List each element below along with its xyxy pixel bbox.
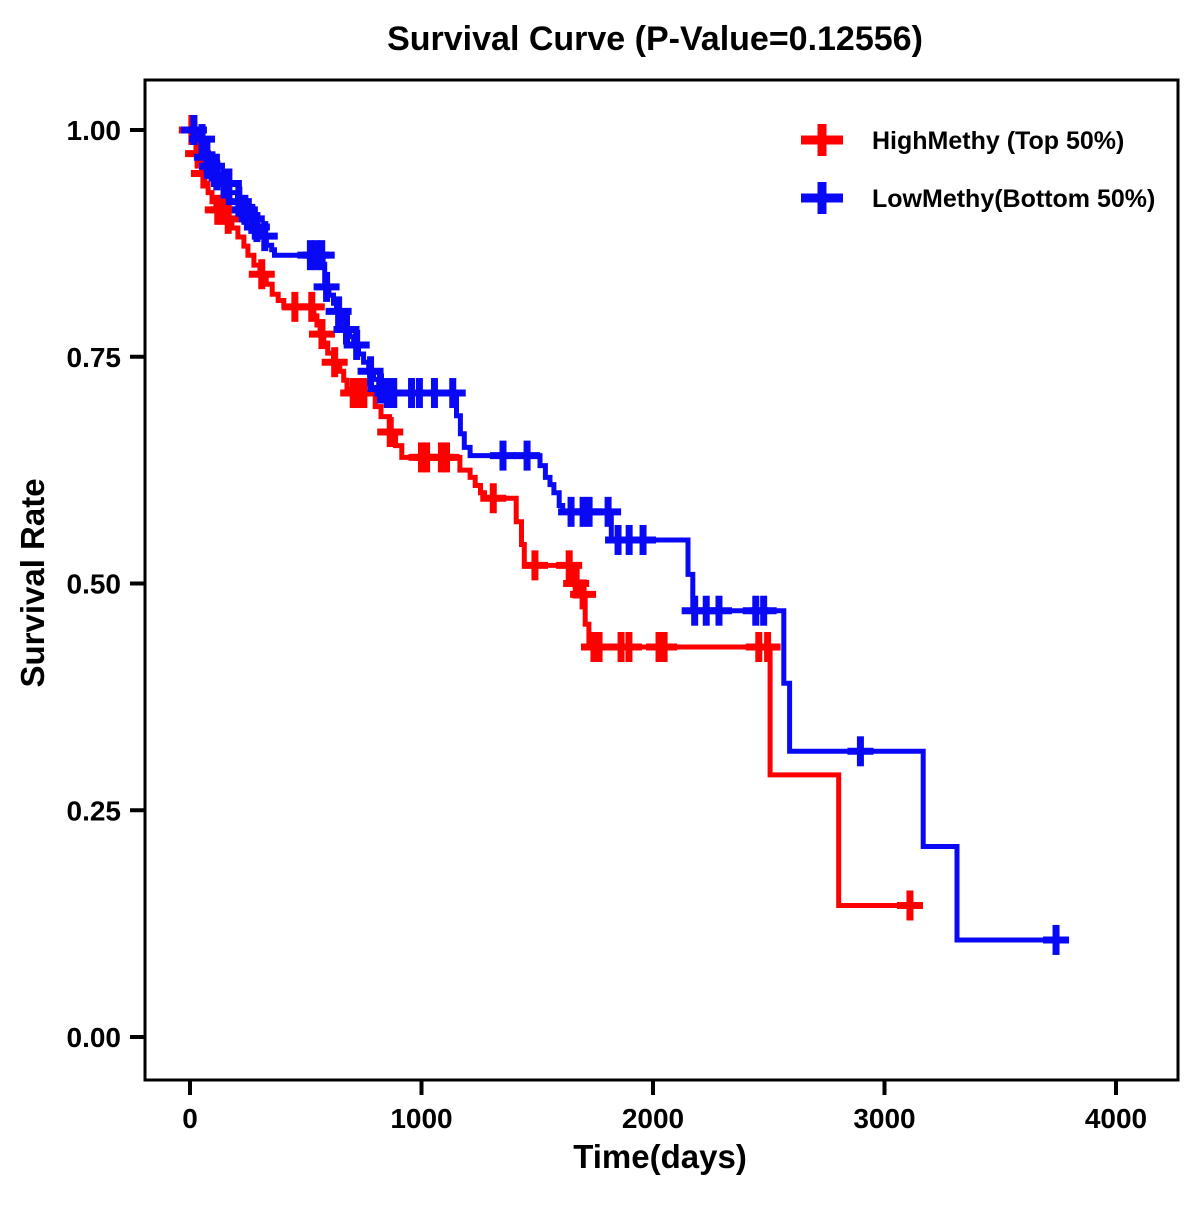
x-tick-label: 3000	[853, 1103, 915, 1134]
x-tick-label: 4000	[1085, 1103, 1147, 1134]
y-tick-label: 0.75	[67, 342, 122, 373]
y-tick-label: 1.00	[67, 115, 122, 146]
y-tick-label: 0.25	[67, 795, 122, 826]
y-tick-label: 0.00	[67, 1022, 122, 1053]
x-tick-label: 1000	[390, 1103, 452, 1134]
y-tick-label: 0.50	[67, 569, 122, 600]
highmethy-censor-marks	[178, 115, 923, 921]
x-tick-label: 0	[182, 1103, 198, 1134]
highmethy-curve	[190, 127, 916, 908]
legend-label-highmethy: HighMethy (Top 50%)	[872, 127, 1124, 155]
x-tick-label: 2000	[622, 1103, 684, 1134]
y-axis-label: Survival Rate	[14, 478, 51, 687]
lowmethy-censor-marks	[180, 115, 1070, 955]
plot-frame	[143, 78, 1180, 1082]
series-layer	[178, 115, 1070, 955]
legend-entry-highmethy: HighMethy (Top 50%)	[801, 124, 1124, 156]
axis-ticks: 0 1000 2000 3000 4000 0.00 0.25 0.50 0.75 1.00	[67, 115, 1148, 1134]
x-axis-label: Time(days)	[573, 1138, 747, 1175]
chart-title: Survival Curve (P-Value=0.12556)	[387, 20, 923, 58]
plus-icon	[801, 182, 843, 214]
legend-label-lowmethy: LowMethy(Bottom 50%)	[872, 185, 1155, 213]
legend-entry-lowmethy: LowMethy(Bottom 50%)	[801, 182, 1155, 214]
legend: HighMethy (Top 50%) LowMethy(Bottom 50%)	[801, 124, 1155, 214]
plus-icon	[801, 124, 843, 156]
